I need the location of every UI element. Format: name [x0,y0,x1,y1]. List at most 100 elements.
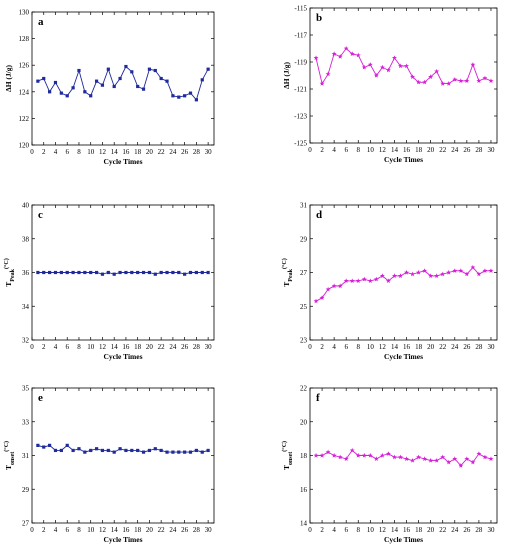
y-tick-label: 120 [19,142,30,150]
x-tick-label: 22 [158,343,166,351]
y-axis-title-unit: (°C) [3,258,10,269]
data-point [488,78,494,83]
y-tick-label: 29 [300,235,308,243]
y-tick-label: -123 [294,113,307,121]
y-tick-label: -121 [294,86,307,94]
y-tick-label: 128 [19,35,30,43]
series-line [315,266,491,302]
x-tick-label: 22 [158,148,166,156]
x-tick-label: 22 [439,146,447,154]
data-point [440,454,446,460]
x-tick-label: 16 [122,343,130,351]
data-point [373,276,379,282]
data-point [206,448,210,453]
data-point [141,87,146,91]
x-tick-label: 30 [205,148,213,156]
data-point [159,76,163,81]
data-point [136,270,140,275]
panel-a: a0 2 4 6 8 10 12 14 16 18 20 22 24 26 28 30120122124126… [4,9,215,166]
y-axis-title-main: T [4,282,13,287]
y-axis-title: TPeak(°C) [281,258,294,286]
data-point [83,90,87,94]
panel-e: e0 2 4 6 8 10 12 14 16 18 20 22 24 26 28 302729313335Cy… [3,385,215,544]
y-tick-label: 126 [19,62,30,70]
data-point [355,52,361,58]
x-tick-label: 12 [379,343,387,351]
y-tick-label: 38 [22,235,30,243]
data-point [379,273,385,278]
x-tick-label: 16 [403,526,411,534]
x-tick-label: 2 [320,146,324,154]
data-point [434,273,440,278]
x-tick-label: 28 [193,526,201,534]
y-tick-label: 130 [19,9,30,17]
data-point [159,448,163,453]
x-tick-label: 28 [475,146,483,154]
plot-frame [31,11,215,146]
data-point [470,62,476,67]
x-tick-label: 14 [391,146,399,154]
data-point [94,270,99,275]
data-point [446,269,452,275]
data-point [404,269,409,275]
panel-c: c0 2 4 6 8 10 12 14 16 18 20 22 24 26 28 303234363840Cy… [3,202,215,361]
data-point [343,278,349,284]
x-tick-label: 12 [99,148,107,156]
data-point [325,71,331,77]
x-tick-label: 18 [134,526,142,534]
x-tick-label: 14 [111,148,119,156]
y-axis-title: Tonset(°C) [3,441,16,470]
x-tick-label: 24 [451,343,459,351]
data-point [141,450,146,454]
x-tick-label: 2 [42,343,46,351]
data-point [165,270,169,275]
data-point [165,79,169,83]
x-tick-label: 6 [65,343,69,351]
x-tick-label: 0 [308,526,312,534]
x-tick-label: 12 [379,146,387,154]
data-point [171,270,175,275]
data-point [488,456,494,461]
data-point [147,67,152,71]
data-point [391,55,397,61]
data-point [337,54,343,59]
data-point [319,295,325,300]
y-axis-title: ΔH (J/g) [4,65,13,92]
data-point [89,270,93,275]
data-point [361,276,367,282]
x-tick-label: 2 [320,526,324,534]
x-tick-label: 0 [308,343,312,351]
data-point [112,272,116,276]
panel-letter: b [316,12,322,24]
data-point [147,448,152,453]
x-tick-label: 8 [357,343,361,351]
x-tick-label: 0 [308,146,312,154]
x-tick-label: 8 [77,343,81,351]
data-point [71,448,75,453]
data-point [458,463,464,468]
y-tick-label: 14 [300,520,308,528]
x-tick-label: 18 [415,343,423,351]
panel-f: f0 2 4 6 8 10 12 14 16 18 20 22 24 26 28 301416182022Cy… [281,385,498,544]
data-point [124,64,128,69]
data-point [100,83,105,87]
x-axis-title: Cycle Times [103,352,142,361]
y-tick-label: 33 [22,418,30,426]
data-point [183,272,187,276]
x-tick-label: 24 [169,343,177,351]
data-point [385,278,391,284]
data-point [410,271,416,277]
x-tick-label: 4 [54,526,58,534]
x-tick-label: 30 [487,146,495,154]
data-point [77,270,81,275]
x-tick-label: 4 [332,146,336,154]
data-point [452,456,458,461]
data-point [373,72,379,78]
x-tick-label: 6 [65,526,69,534]
data-point [71,270,75,275]
x-tick-label: 14 [111,526,119,534]
data-point [42,445,46,449]
data-point [77,68,81,73]
series-line [316,449,492,467]
y-tick-label: 22 [300,385,308,393]
